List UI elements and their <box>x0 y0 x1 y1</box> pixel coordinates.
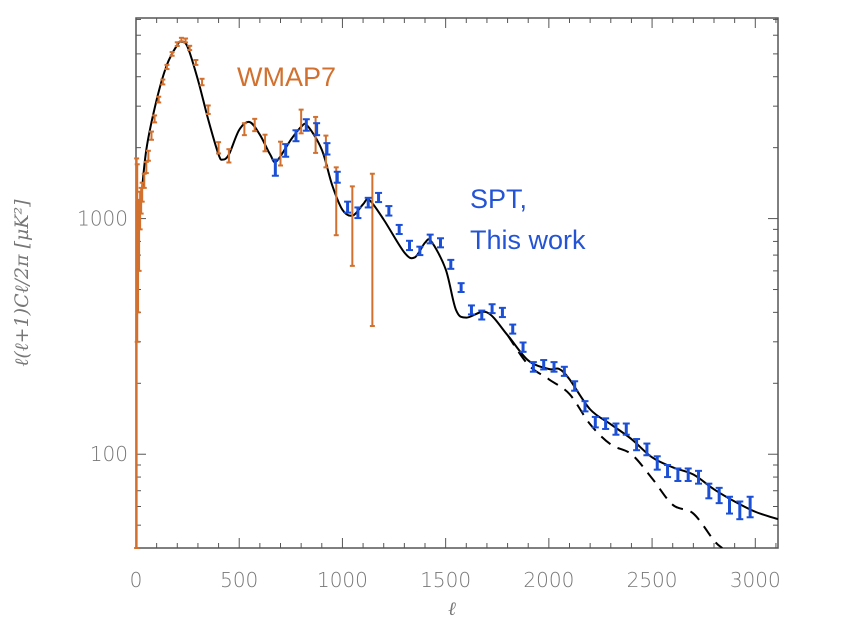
wmap7-point <box>169 51 175 57</box>
x-tick-label: 1000 <box>317 568 368 592</box>
spt-point <box>354 206 362 220</box>
spt-point <box>447 258 455 270</box>
spt-point <box>725 495 733 515</box>
wmap7-point <box>199 77 205 87</box>
wmap7-point <box>241 122 247 137</box>
plot-frame <box>135 17 779 549</box>
spt-point <box>715 486 723 505</box>
y-tick-label: 100 <box>90 442 128 466</box>
spt-point <box>674 467 682 482</box>
x-tick-label: 3000 <box>730 568 781 592</box>
spt-point <box>406 239 414 252</box>
annotation-this-work: This work <box>470 225 586 255</box>
spt-point <box>385 205 393 217</box>
spt-point <box>271 158 279 177</box>
x-tick-label: 2000 <box>523 568 574 592</box>
spt-point <box>395 223 403 236</box>
wmap7-point <box>369 172 375 328</box>
spt-point <box>519 341 527 353</box>
wmap7-point <box>262 133 268 153</box>
spt-point <box>344 200 352 214</box>
spt-point <box>695 469 703 485</box>
spt-point <box>633 438 641 452</box>
wmap7-point <box>252 117 258 133</box>
axes <box>135 17 779 549</box>
spt-point <box>426 233 434 245</box>
wmap7-point <box>349 185 355 267</box>
x-tick-label: 2500 <box>627 568 678 592</box>
spt-point <box>498 306 506 319</box>
spt-point <box>509 323 517 335</box>
spt-point <box>643 442 651 457</box>
spt-point <box>664 464 672 479</box>
spt-point <box>364 196 372 209</box>
wmap7-point <box>278 140 284 167</box>
spt-point <box>292 129 300 143</box>
spt-point <box>467 304 475 316</box>
curves <box>136 40 778 548</box>
wmap7-point <box>183 37 189 44</box>
wmap7-point <box>205 104 211 115</box>
wmap7-point <box>156 95 162 104</box>
theory-curve-solid <box>136 40 778 521</box>
spt-point <box>581 400 589 413</box>
wmap7-point <box>143 160 149 175</box>
spt-point <box>375 191 383 204</box>
spt-point <box>282 143 290 158</box>
spt-point <box>488 303 496 315</box>
x-tick-label: 0 <box>130 568 143 592</box>
spt-point <box>478 309 486 321</box>
spt-point <box>540 359 548 371</box>
wmap7-point <box>226 148 232 164</box>
wmap7-point <box>193 58 199 66</box>
annotation-wmap7: WMAP7 <box>237 62 336 92</box>
spt-point <box>529 361 537 373</box>
x-axis-label: ℓ <box>448 598 456 620</box>
spt-point <box>457 282 465 294</box>
spt-point <box>591 415 599 429</box>
wmap7-point <box>216 141 222 155</box>
spt-point <box>323 142 331 156</box>
wmap7-point <box>148 130 154 141</box>
spt-point <box>302 118 310 132</box>
spt-point <box>571 380 579 392</box>
y-tick-label: 1000 <box>77 207 128 231</box>
y-axis-label: ℓ(ℓ+1)Cℓ/2π [μK²] <box>11 199 33 367</box>
spt-point <box>705 482 713 500</box>
spt-point <box>333 170 341 184</box>
wmap7-point <box>152 114 158 124</box>
wmap7-point <box>160 78 166 86</box>
spt-point <box>653 455 661 471</box>
wmap7-point <box>164 63 170 71</box>
wmap7-point <box>145 149 151 162</box>
annotation-spt: SPT, <box>470 184 527 214</box>
spt-point <box>313 122 321 137</box>
spt-point <box>612 422 620 436</box>
data-points <box>134 36 754 549</box>
x-tick-label: 1500 <box>420 568 471 592</box>
spt-point <box>684 467 692 482</box>
spt-point <box>550 361 558 373</box>
x-tick-label: 500 <box>220 568 258 592</box>
spt-point <box>622 422 630 436</box>
spt-point <box>736 500 744 521</box>
wmap7-point <box>298 108 304 135</box>
theory-curve-dashed <box>506 334 723 548</box>
spt-point <box>746 495 754 519</box>
wmap7-point <box>174 41 180 48</box>
spt-point <box>416 245 424 257</box>
tick-labels: 0 500 1000 1500 2000 2500 3000 100 1000 <box>77 207 781 592</box>
spt-point <box>602 417 610 430</box>
wmap7-point <box>187 44 193 52</box>
spt-point <box>436 237 444 249</box>
spt-point <box>560 365 568 377</box>
